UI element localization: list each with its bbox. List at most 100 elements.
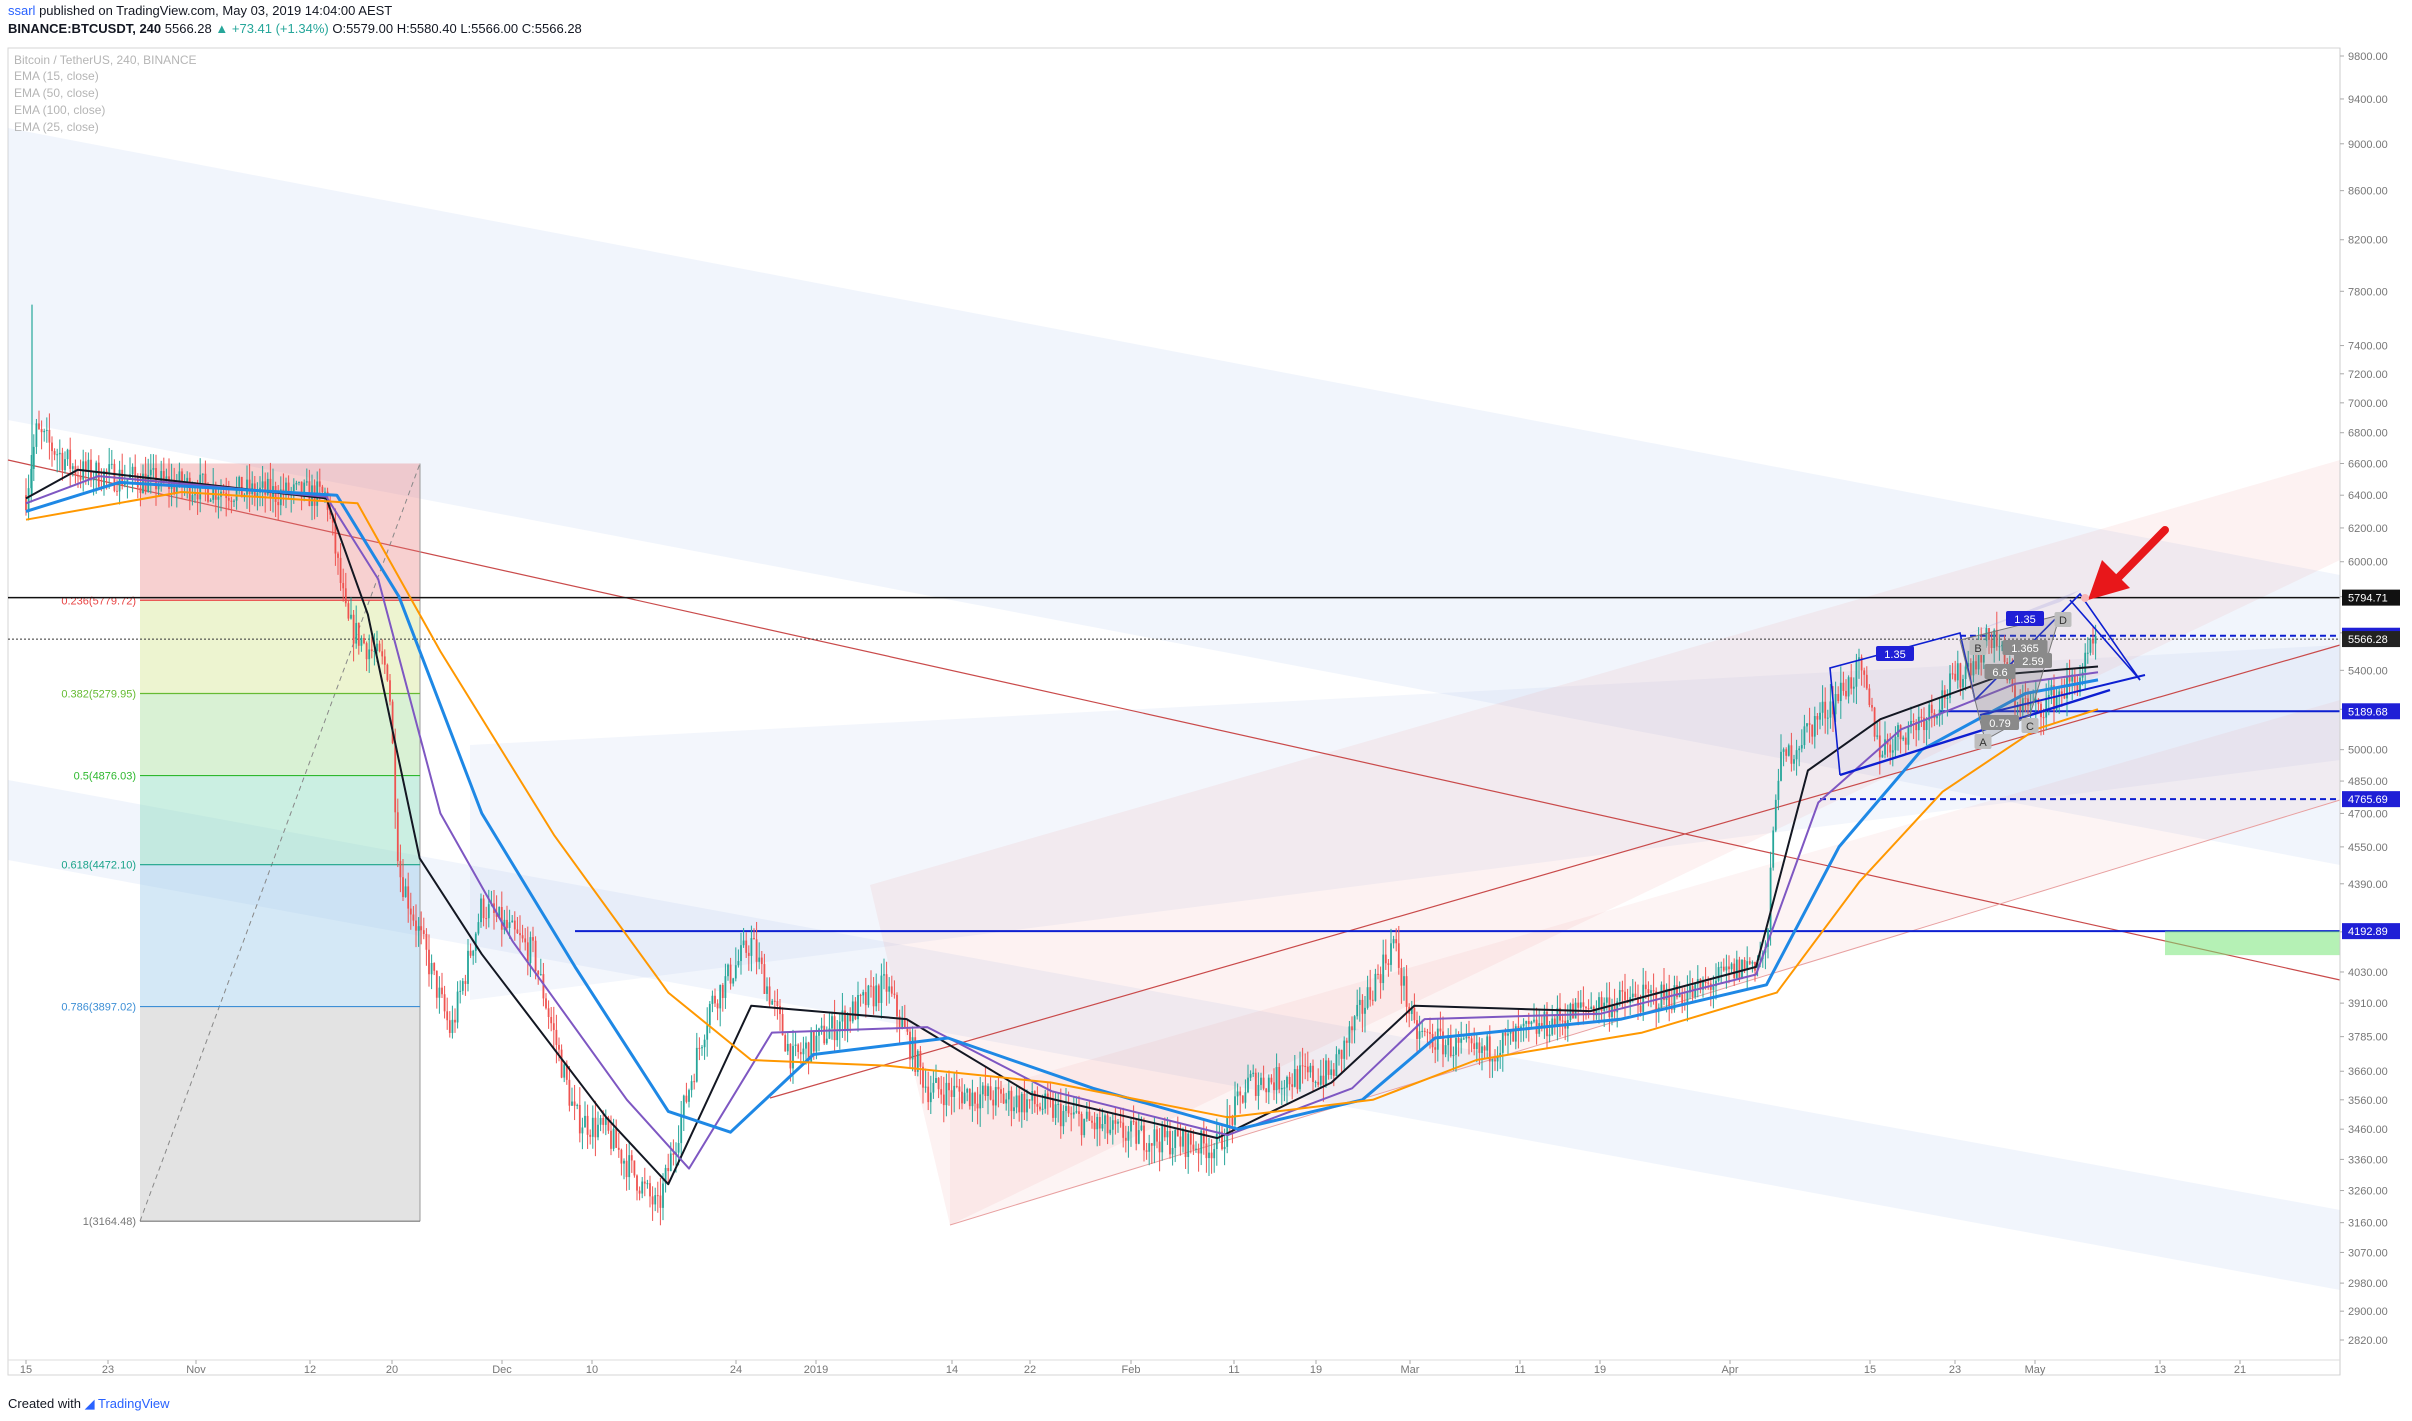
- candle-body: [279, 489, 282, 506]
- candle-body: [711, 995, 714, 1004]
- candle-body: [1985, 628, 1988, 646]
- author-link[interactable]: ssarl: [8, 3, 36, 18]
- candle-body: [386, 664, 389, 681]
- candle-body: [350, 614, 352, 619]
- candle-body: [201, 473, 204, 475]
- candle-body: [1098, 1116, 1101, 1129]
- candle-body: [766, 986, 768, 994]
- candle-body: [1442, 1031, 1444, 1055]
- candle-body: [43, 430, 46, 433]
- price-label-box: [2342, 923, 2400, 940]
- candle-body: [1312, 1065, 1314, 1083]
- pattern-label-box: [1981, 715, 2019, 730]
- candle-body: [1855, 660, 1858, 687]
- candle-body: [1860, 657, 1863, 671]
- candle-body: [305, 481, 308, 483]
- candle-body: [664, 1167, 667, 1184]
- candle-body: [610, 1130, 612, 1149]
- candle-body: [1785, 749, 1788, 756]
- candle-body: [1673, 985, 1676, 1010]
- candle-body: [680, 1116, 683, 1144]
- candle-body: [1026, 1099, 1028, 1113]
- price-tick-label: 3785.00: [2348, 1032, 2388, 1044]
- candle-body: [1226, 1115, 1229, 1147]
- candle-body: [1923, 717, 1925, 731]
- candle-body: [1543, 1011, 1546, 1029]
- fib-level-label: 0.786(3897.02): [61, 1002, 136, 1014]
- candle-body: [204, 473, 207, 485]
- candle-body: [747, 952, 750, 956]
- tradingview-brand[interactable]: TradingView: [97, 1396, 170, 1411]
- candle-body: [1800, 745, 1803, 749]
- candle-body: [1481, 1046, 1483, 1053]
- candle-body: [1044, 1093, 1047, 1109]
- candle-body: [1374, 973, 1377, 1001]
- price-label-box: [2342, 631, 2400, 648]
- candle-body: [1114, 1120, 1117, 1124]
- candle-body: [300, 481, 303, 498]
- candle-body: [1704, 982, 1707, 984]
- candle-body: [1977, 643, 1980, 670]
- candle-body: [838, 1021, 841, 1032]
- candle-body: [461, 981, 464, 991]
- candle-body: [334, 522, 337, 554]
- candle-body: [2076, 682, 2079, 693]
- candle-body: [1847, 677, 1850, 697]
- tradingview-logo[interactable]: ◢ TradingView: [84, 1396, 170, 1411]
- descending-channel-mid: [470, 645, 2340, 1000]
- candle-body: [685, 1095, 688, 1102]
- candle-body: [230, 500, 233, 502]
- candle-body: [1059, 1103, 1062, 1127]
- fib-band: [140, 693, 420, 776]
- arrow-target-dot: [2081, 594, 2089, 602]
- fib-level-label: 0.618(4472.10): [61, 860, 136, 872]
- candle-body: [48, 429, 51, 443]
- candle-body: [940, 1089, 943, 1095]
- candle-body: [212, 485, 215, 500]
- candle-body: [292, 484, 295, 492]
- candle-body: [1296, 1069, 1299, 1090]
- candle-body: [1231, 1116, 1234, 1125]
- pattern-label-box: [1969, 640, 1987, 655]
- price-tick-label: 7000.00: [2348, 398, 2388, 410]
- candle-body: [1920, 716, 1923, 718]
- candle-body: [1530, 1021, 1533, 1025]
- candle-body: [1917, 716, 1920, 731]
- candle-body: [1468, 1036, 1470, 1039]
- candle-body: [464, 981, 467, 984]
- candle-body: [914, 1037, 917, 1072]
- candle-body: [467, 950, 469, 984]
- candle-body: [1041, 1108, 1044, 1110]
- candle-body: [1577, 1002, 1580, 1008]
- candle-body: [407, 886, 410, 909]
- candle-body: [79, 476, 82, 480]
- price-label-box: [2342, 703, 2400, 720]
- candle-body: [500, 906, 503, 930]
- candle-body: [45, 429, 48, 431]
- candle-body: [851, 1001, 854, 1022]
- candle-body: [1434, 1047, 1437, 1050]
- candle-body: [1400, 967, 1403, 986]
- candle-body: [695, 1047, 698, 1082]
- candle-body: [1782, 749, 1785, 752]
- candle-body: [552, 1023, 555, 1030]
- candle-body: [781, 1014, 784, 1036]
- candle-body: [1150, 1143, 1153, 1146]
- candle-body: [1169, 1131, 1171, 1155]
- candle-body: [1145, 1150, 1148, 1152]
- candle-body: [443, 994, 446, 1012]
- candle-body: [87, 459, 90, 472]
- candle-body: [573, 1101, 576, 1106]
- candle-body: [758, 957, 761, 962]
- candle-body: [1787, 745, 1790, 756]
- candle-body: [1751, 961, 1754, 964]
- price-label-box: [2342, 589, 2400, 606]
- pattern-label: 1.35: [1884, 649, 1905, 661]
- pattern-label: 1.35: [2014, 614, 2035, 626]
- candle-body: [1975, 661, 1977, 670]
- candle-body: [638, 1190, 641, 1194]
- candle-body: [867, 985, 870, 1006]
